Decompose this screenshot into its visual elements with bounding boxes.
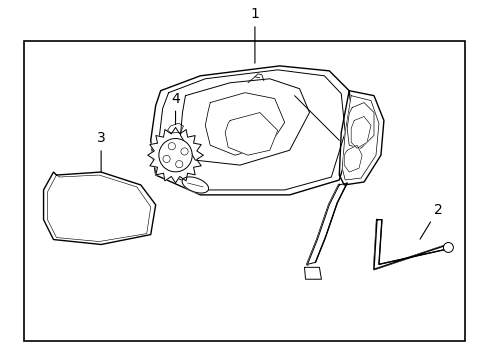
Circle shape [443,243,452,252]
Polygon shape [43,172,155,244]
Text: 2: 2 [419,203,441,239]
Text: 1: 1 [250,7,259,63]
Polygon shape [150,66,353,195]
Polygon shape [350,117,370,148]
Circle shape [168,143,175,150]
Circle shape [181,148,188,155]
Polygon shape [304,267,321,279]
Text: 4: 4 [171,91,180,125]
Polygon shape [346,103,373,148]
Polygon shape [158,70,345,190]
Polygon shape [180,79,309,165]
Circle shape [163,155,170,162]
Polygon shape [344,145,361,172]
Polygon shape [339,91,383,185]
Polygon shape [342,96,378,180]
Polygon shape [373,220,447,269]
Bar [24,41,464,341]
Circle shape [175,161,183,168]
Circle shape [159,139,192,172]
Polygon shape [182,177,208,193]
Polygon shape [147,127,203,183]
Polygon shape [205,93,284,155]
Text: 3: 3 [97,131,105,172]
Polygon shape [307,183,346,264]
Polygon shape [224,113,277,155]
Polygon shape [167,123,183,133]
